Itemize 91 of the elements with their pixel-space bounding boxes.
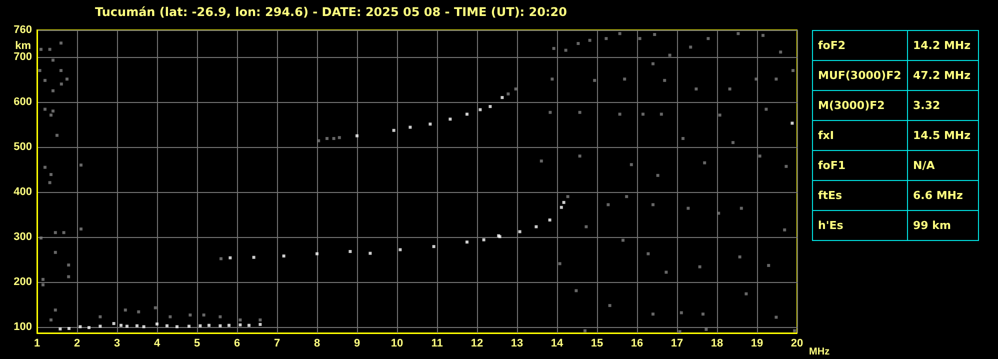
x-tick-label: 8 xyxy=(314,338,320,350)
x-tick-label: 7 xyxy=(274,338,280,350)
point xyxy=(58,327,62,330)
point xyxy=(166,324,168,328)
x-tick-label: 13 xyxy=(510,338,524,350)
point xyxy=(356,134,358,138)
text: 6.6 MHz xyxy=(908,180,978,210)
text: foF2 xyxy=(812,30,908,60)
point xyxy=(518,230,522,234)
point xyxy=(368,252,372,255)
text: 3.32 xyxy=(908,90,978,120)
point xyxy=(126,324,128,328)
y-tick-label: 400 xyxy=(14,186,32,198)
point xyxy=(316,252,318,256)
point xyxy=(392,128,396,132)
point xyxy=(248,324,250,327)
point xyxy=(88,326,90,330)
point xyxy=(208,324,210,327)
point xyxy=(408,126,412,129)
point xyxy=(428,122,432,126)
y-axis-title: km xyxy=(15,40,32,52)
text: foF1 xyxy=(812,150,908,180)
x-tick-label: 2 xyxy=(74,338,80,350)
text: N/A xyxy=(908,150,978,180)
x-tick-label: 11 xyxy=(431,338,443,350)
point xyxy=(228,324,230,327)
point xyxy=(252,256,256,259)
text: 47.2 MHz xyxy=(908,60,978,90)
x-tick-label: 12 xyxy=(470,338,484,350)
y-tick-label: 500 xyxy=(14,141,32,154)
point xyxy=(562,200,566,204)
point xyxy=(534,225,538,228)
point xyxy=(488,105,492,108)
y-tick-label: 760 xyxy=(14,24,32,36)
point xyxy=(112,322,116,326)
x-tick-label: 9 xyxy=(354,338,360,350)
point xyxy=(448,118,452,121)
point xyxy=(120,324,122,327)
point xyxy=(98,324,102,328)
text: 14.2 MHz xyxy=(908,30,978,60)
x-tick-label: 14 xyxy=(550,338,564,350)
point xyxy=(432,245,436,248)
x-tick-label: 17 xyxy=(670,338,684,350)
point xyxy=(466,112,468,116)
point xyxy=(136,324,138,328)
point xyxy=(142,325,146,328)
point xyxy=(466,240,468,244)
point xyxy=(790,122,794,125)
y-tick-label: 700 xyxy=(14,51,32,64)
x-tick-label: 1 xyxy=(34,338,40,350)
point xyxy=(218,324,222,328)
point xyxy=(478,108,482,112)
point xyxy=(156,322,158,326)
x-tick-label: 18 xyxy=(710,338,724,350)
x-tick-label: 4 xyxy=(154,338,161,350)
x-axis-title: MHz xyxy=(809,346,830,358)
x-tick-label: 5 xyxy=(194,338,200,350)
y-tick-label: 200 xyxy=(14,276,32,288)
point xyxy=(548,218,552,222)
x-tick-label: 6 xyxy=(234,338,240,350)
text: h'Es xyxy=(812,210,908,240)
point xyxy=(188,324,190,328)
point xyxy=(198,324,202,328)
chart-title: Tucumán (lat: -26.9, lon: 294.6) - DATE: 2025 05 08 - TIME (UT): 20:20 xyxy=(95,5,567,19)
text: MUF(3000)F2 xyxy=(812,60,908,90)
x-tick-label: 3 xyxy=(114,338,120,350)
point xyxy=(78,325,82,328)
point xyxy=(238,323,242,326)
point xyxy=(176,325,178,328)
text: ftEs xyxy=(812,180,908,210)
y-tick-label: 100 xyxy=(14,321,32,334)
y-tick-label: 300 xyxy=(14,231,32,244)
x-tick-label: 15 xyxy=(590,338,604,350)
y-tick-label: 600 xyxy=(14,96,32,108)
point xyxy=(228,256,232,260)
point xyxy=(398,248,402,252)
point xyxy=(560,206,563,209)
text: fxI xyxy=(812,120,908,150)
x-tick-label: 10 xyxy=(390,338,404,350)
text: 14.5 MHz xyxy=(908,120,978,150)
text: 99 km xyxy=(908,210,978,240)
point xyxy=(348,250,352,254)
point xyxy=(500,96,504,100)
x-tick-label: 20 xyxy=(790,338,804,350)
point xyxy=(282,254,286,258)
text: M(3000)F2 xyxy=(812,90,908,120)
point xyxy=(482,238,486,242)
point xyxy=(258,322,262,326)
x-tick-label: 19 xyxy=(750,338,764,350)
x-tick-label: 16 xyxy=(630,338,644,350)
point xyxy=(68,327,70,330)
